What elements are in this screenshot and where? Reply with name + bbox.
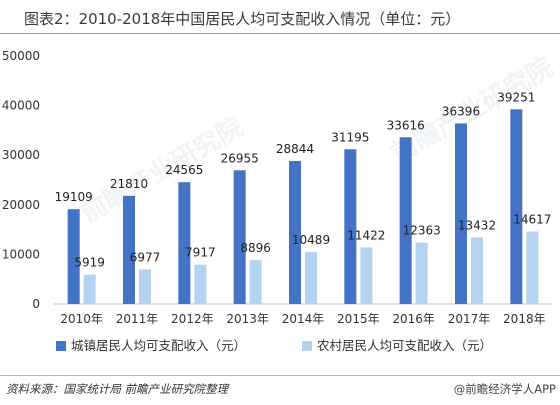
y-tick-label-3: 30000 — [2, 148, 40, 162]
legend-label-rural: 农村居民人均可支配收入（元） — [317, 338, 492, 353]
x-tick-label-1: 2011年 — [116, 312, 159, 326]
data-label-urban-2: 24565 — [165, 163, 203, 177]
x-tick-label-0: 2010年 — [60, 312, 103, 326]
bar-urban-8 — [510, 109, 523, 305]
y-tick-label-2: 20000 — [2, 198, 40, 212]
data-label-urban-7: 36396 — [442, 104, 480, 118]
bar-urban-5 — [344, 149, 357, 304]
bar-rural-6 — [415, 242, 428, 304]
data-label-rural-6: 12363 — [403, 224, 441, 238]
data-label-urban-1: 21810 — [110, 177, 148, 191]
data-label-urban-4: 28844 — [276, 142, 314, 156]
y-tick-label-1: 10000 — [2, 247, 40, 261]
data-label-rural-0: 5919 — [74, 256, 105, 270]
x-tick-label-6: 2016年 — [392, 312, 435, 326]
x-tick-label-8: 2018年 — [503, 312, 546, 326]
x-tick-label-4: 2014年 — [282, 312, 325, 326]
legend-label-urban: 城镇居民人均可支配收入（元） — [71, 338, 246, 353]
bar-rural-5 — [360, 247, 373, 304]
bar-rural-1 — [139, 269, 151, 304]
legend-swatch-urban — [56, 341, 66, 351]
bar-urban-2 — [178, 182, 191, 304]
bar-rural-4 — [305, 251, 317, 304]
data-label-rural-2: 7917 — [185, 246, 216, 260]
x-tick-label-2: 2012年 — [171, 312, 214, 326]
bar-rural-7 — [471, 237, 483, 304]
footer-divider — [0, 375, 560, 376]
x-tick-label-5: 2015年 — [337, 312, 380, 326]
y-tick-label-0: 0 — [32, 297, 40, 311]
bar-rural-8 — [526, 231, 539, 304]
bar-urban-7 — [455, 123, 467, 305]
data-label-urban-0: 19109 — [55, 190, 93, 204]
bar-rural-2 — [194, 264, 207, 304]
brand-credit: @前瞻经济学人APP — [453, 382, 556, 396]
y-tick-label-4: 40000 — [2, 99, 40, 113]
data-label-rural-7: 13432 — [458, 218, 496, 232]
data-label-urban-3: 26955 — [221, 151, 259, 165]
bar-urban-0 — [67, 209, 80, 304]
data-label-rural-5: 11422 — [347, 228, 385, 242]
data-label-urban-8: 39251 — [497, 90, 535, 104]
legend-swatch-rural — [302, 341, 312, 351]
data-label-rural-4: 10489 — [292, 233, 330, 247]
x-tick-label-7: 2017年 — [448, 312, 491, 326]
bar-rural-0 — [83, 274, 96, 304]
bar-rural-3 — [249, 259, 262, 304]
bar-urban-6 — [399, 137, 412, 304]
y-tick-label-5: 50000 — [2, 49, 40, 63]
bar-urban-1 — [123, 195, 135, 304]
bar-urban-3 — [233, 170, 246, 304]
data-label-urban-6: 33616 — [387, 118, 425, 132]
data-label-rural-1: 6977 — [130, 250, 161, 264]
bar-chart: 0 10000 20000 30000 40000 50000 19109 5919 2010年… — [2, 49, 552, 353]
title-divider — [0, 33, 560, 34]
x-tick-label-3: 2013年 — [226, 312, 269, 326]
source-note: 资料来源：国家统计局 前瞻产业研究院整理 — [6, 382, 229, 396]
data-label-rural-8: 14617 — [513, 212, 551, 226]
data-label-urban-5: 31195 — [331, 130, 369, 144]
bar-urban-4 — [289, 160, 301, 304]
data-label-rural-3: 8896 — [240, 241, 271, 255]
chart-title: 图表2：2010-2018年中国居民人均可支配收入情况（单位：元） — [24, 10, 461, 28]
